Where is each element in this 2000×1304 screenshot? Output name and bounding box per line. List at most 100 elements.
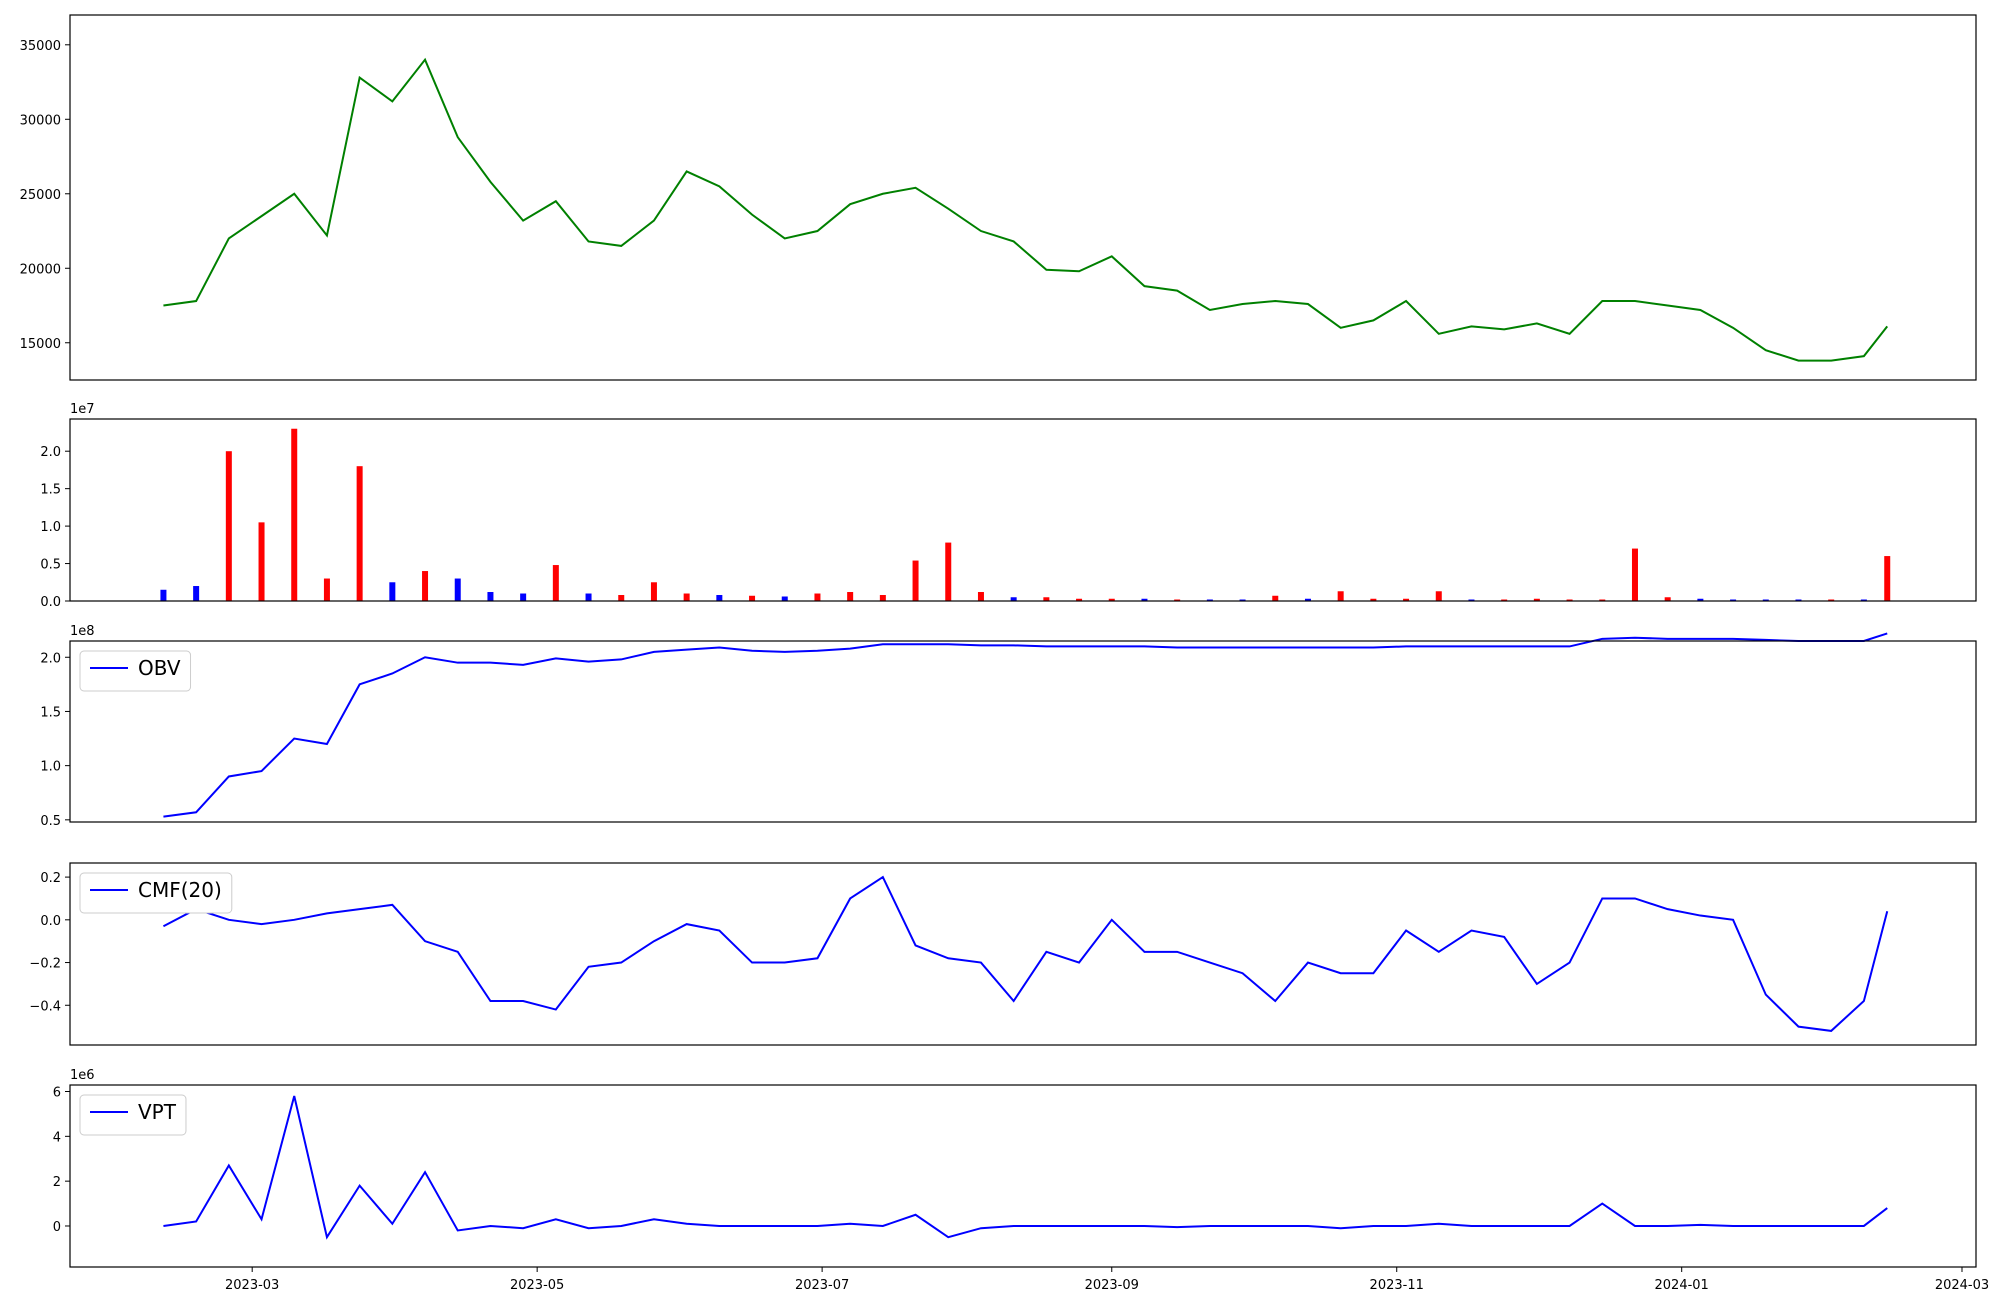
y-tick-label: 2.0 (40, 445, 61, 460)
bar (945, 542, 952, 601)
bar (1566, 599, 1573, 601)
y-tick-label: 25000 (20, 188, 61, 203)
bar (323, 578, 330, 601)
bar (160, 589, 167, 601)
bar (193, 586, 200, 601)
y-tick-label: 4 (53, 1130, 61, 1145)
legend: CMF(20) (79, 872, 233, 914)
bar (422, 571, 429, 601)
y-tick-label: 6 (53, 1086, 61, 1101)
bar (1631, 548, 1638, 601)
bar (1828, 599, 1835, 601)
bar (912, 560, 919, 601)
legend-box (79, 650, 192, 692)
y-tick-label: 0.0 (40, 595, 61, 610)
bar (585, 593, 592, 601)
bar (1010, 597, 1017, 601)
bar (716, 595, 723, 601)
y-tick-label: 2.0 (40, 651, 61, 666)
legend-box (79, 1094, 187, 1136)
x-tick-label: 2024-01 (1655, 1278, 1709, 1293)
line (163, 632, 1888, 818)
y-tick-label: 1.5 (40, 705, 61, 720)
bar (879, 595, 886, 601)
bar (977, 592, 984, 601)
bar (1664, 597, 1671, 601)
bar (520, 593, 527, 601)
axes-frame (69, 418, 1977, 602)
bar (1697, 598, 1704, 601)
bar (1860, 599, 1867, 601)
bar (291, 428, 298, 601)
bar (1370, 598, 1377, 601)
bar (1884, 556, 1891, 601)
bar (618, 595, 625, 601)
y-tick-label: 15000 (20, 337, 61, 352)
bar (1435, 591, 1442, 601)
bar (1076, 598, 1083, 601)
bar (258, 522, 265, 601)
bar (749, 595, 756, 601)
bar (814, 593, 821, 601)
bar (1141, 598, 1148, 601)
bar (1043, 597, 1050, 601)
offset-text: 1e6 (70, 1068, 95, 1083)
axes-frame (69, 1084, 1977, 1268)
bar (1206, 599, 1213, 601)
offset-text: 1e7 (70, 402, 95, 417)
bar (389, 582, 396, 601)
bar (1272, 595, 1279, 601)
y-tick-label: 0.2 (40, 871, 61, 886)
y-tick-label: 0.0 (40, 914, 61, 929)
bar (552, 565, 559, 601)
y-tick-label: 1.0 (40, 520, 61, 535)
y-tick-label: 1.0 (40, 760, 61, 775)
bar (1762, 599, 1769, 601)
bar (1403, 598, 1410, 601)
axes-frame (69, 14, 1977, 381)
y-tick-label: 0.5 (40, 558, 61, 573)
y-tick-label: 1.5 (40, 483, 61, 498)
axes-frame (69, 862, 1977, 1046)
y-tick-label: 20000 (20, 262, 61, 277)
y-tick-label: 35000 (20, 39, 61, 54)
bar (781, 596, 788, 601)
x-tick-label: 2023-05 (510, 1278, 564, 1293)
bar (1599, 599, 1606, 601)
bar (225, 451, 232, 601)
axes-frame (69, 640, 1977, 823)
x-tick-label: 2023-07 (795, 1278, 849, 1293)
bar (1304, 598, 1311, 601)
x-tick-label: 2023-03 (225, 1278, 279, 1293)
x-tick-label: 2023-09 (1085, 1278, 1139, 1293)
bar (683, 593, 690, 601)
y-tick-label: 0.5 (40, 814, 61, 829)
bar (454, 578, 461, 601)
bar (1239, 599, 1246, 601)
line (162, 875, 1889, 1032)
y-tick-label: 2 (53, 1175, 61, 1190)
bar (847, 592, 854, 601)
legend-box (79, 872, 233, 914)
bar (1337, 591, 1344, 601)
legend-label: CMF(20) (138, 878, 222, 902)
bar (1174, 599, 1181, 601)
legend-label: OBV (138, 656, 181, 680)
y-tick-label: 0 (53, 1220, 61, 1235)
legend: OBV (79, 650, 192, 692)
x-tick-label: 2023-11 (1370, 1278, 1424, 1293)
y-tick-label: −0.4 (29, 999, 61, 1014)
line (163, 57, 1889, 362)
y-tick-label: 30000 (20, 113, 61, 128)
offset-text: 1e8 (70, 624, 95, 639)
x-tick-label: 2024-03 (1935, 1278, 1989, 1293)
bar (1108, 598, 1115, 601)
bar (487, 592, 494, 601)
y-tick-label: −0.2 (29, 957, 61, 972)
line (163, 1095, 1888, 1240)
bar (1533, 598, 1540, 601)
bar (650, 582, 657, 601)
legend: VPT (79, 1094, 187, 1136)
bar (1730, 599, 1737, 601)
